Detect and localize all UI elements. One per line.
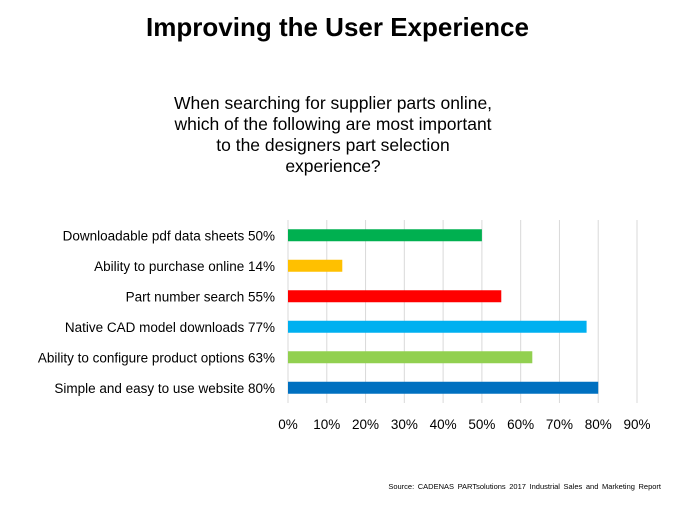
- subtitle-line-1: When searching for supplier parts online…: [173, 93, 493, 113]
- bar-4: [288, 351, 533, 364]
- x-tick-label-4: 40%: [430, 417, 457, 432]
- bar-5: [288, 381, 599, 394]
- source-note: Source: CADENAS PARTsolutions 2017 Indus…: [388, 482, 661, 491]
- x-tick-label-7: 70%: [546, 417, 573, 432]
- x-tick-label-2: 20%: [352, 417, 379, 432]
- subtitle-line-2: which of the following are most importan…: [174, 114, 492, 134]
- x-tick-label-8: 80%: [585, 417, 612, 432]
- chart-subtitle: When searching for supplier parts online…: [148, 93, 518, 177]
- x-tick-label-0: 0%: [278, 417, 298, 432]
- category-label-4: Ability to configure product options 63%: [38, 350, 275, 365]
- bar-1: [288, 259, 343, 272]
- category-label-3: Native CAD model downloads 77%: [65, 320, 275, 335]
- x-tick-label-1: 10%: [313, 417, 340, 432]
- subtitle-line-3: to the designers part selection: [216, 135, 450, 155]
- subtitle-line-4: experience?: [285, 156, 381, 176]
- bar-0: [288, 229, 482, 242]
- x-tick-label-5: 50%: [468, 417, 495, 432]
- x-tick-label-3: 30%: [391, 417, 418, 432]
- bar-2: [288, 290, 502, 303]
- category-label-1: Ability to purchase online 14%: [94, 259, 275, 274]
- category-label-0: Downloadable pdf data sheets 50%: [63, 228, 275, 243]
- x-tick-label-9: 90%: [623, 417, 650, 432]
- x-tick-label-6: 60%: [507, 417, 534, 432]
- category-label-5: Simple and easy to use website 80%: [54, 381, 275, 396]
- category-label-2: Part number search 55%: [126, 289, 275, 304]
- slide-title: Improving the User Experience: [146, 12, 529, 42]
- bar-3: [288, 320, 587, 333]
